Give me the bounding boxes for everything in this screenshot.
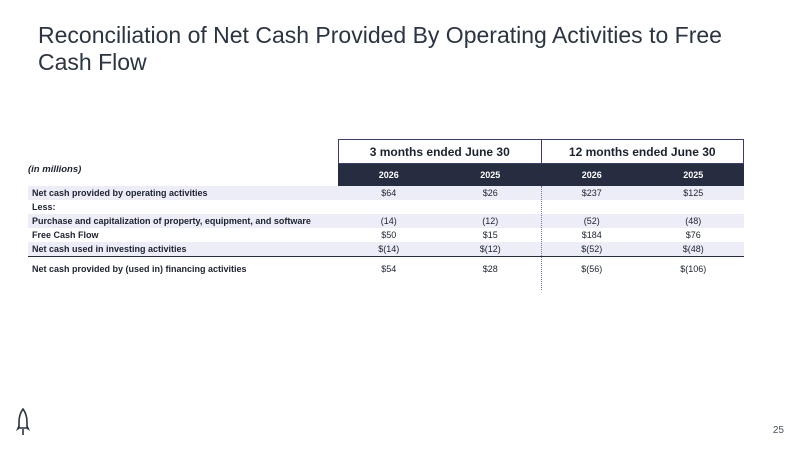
cell-value: $(14) bbox=[378, 244, 400, 254]
table-row: Purchase and capitalization of property,… bbox=[28, 214, 744, 228]
rocket-icon bbox=[15, 407, 31, 436]
cell-value: $(106) bbox=[680, 264, 707, 274]
cell-value: $54 bbox=[381, 264, 397, 274]
cell-value: $(52) bbox=[581, 244, 603, 254]
period-divider bbox=[541, 186, 542, 290]
row-label: Less: bbox=[32, 202, 56, 212]
period-header-12-months: 12 months ended June 30 bbox=[541, 139, 744, 164]
row-label: Net cash provided by operating activitie… bbox=[32, 188, 208, 198]
table-row: Less: bbox=[28, 200, 744, 214]
cell-value: $(48) bbox=[682, 244, 704, 254]
units-label: (in millions) bbox=[28, 164, 82, 175]
year-header: 2026 bbox=[581, 170, 602, 180]
cell-value: (52) bbox=[583, 216, 600, 226]
page-number: 25 bbox=[772, 425, 784, 436]
table-body: Net cash provided by operating activitie… bbox=[28, 186, 744, 276]
year-header-row: 2026 2025 2026 2025 bbox=[338, 164, 744, 186]
cell-value: $184 bbox=[581, 230, 602, 240]
cell-value: $(12) bbox=[479, 244, 501, 254]
cell-value: (14) bbox=[380, 216, 397, 226]
row-label: Purchase and capitalization of property,… bbox=[32, 216, 311, 226]
period-header-row: 3 months ended June 30 12 months ended J… bbox=[338, 139, 744, 164]
table-row-free-cash-flow: Free Cash Flow $50 $15 $184 $76 bbox=[28, 228, 744, 242]
year-header: 2026 bbox=[378, 170, 399, 180]
cell-value: $125 bbox=[683, 188, 704, 198]
cell-value: $15 bbox=[482, 230, 498, 240]
cell-value: $50 bbox=[381, 230, 397, 240]
row-label: Net cash provided by (used in) financing… bbox=[32, 264, 247, 274]
table-row: Net cash provided by operating activitie… bbox=[28, 186, 744, 200]
cell-value: $76 bbox=[685, 230, 701, 240]
cell-value: $237 bbox=[581, 188, 602, 198]
cell-value: (12) bbox=[482, 216, 499, 226]
cell-value: (48) bbox=[685, 216, 702, 226]
table-row: Net cash used in investing activities $(… bbox=[28, 242, 744, 257]
table-row: Net cash provided by (used in) financing… bbox=[28, 262, 744, 276]
cell-value: $26 bbox=[482, 188, 498, 198]
period-header-3-months: 3 months ended June 30 bbox=[338, 139, 542, 164]
year-header: 2025 bbox=[480, 170, 501, 180]
page-title: Reconciliation of Net Cash Provided By O… bbox=[38, 22, 722, 75]
row-label: Free Cash Flow bbox=[32, 230, 99, 240]
row-label: Net cash used in investing activities bbox=[32, 244, 187, 254]
cell-value: $28 bbox=[482, 264, 498, 274]
year-header: 2025 bbox=[683, 170, 704, 180]
cell-value: $(56) bbox=[581, 264, 603, 274]
cell-value: $64 bbox=[381, 188, 397, 198]
